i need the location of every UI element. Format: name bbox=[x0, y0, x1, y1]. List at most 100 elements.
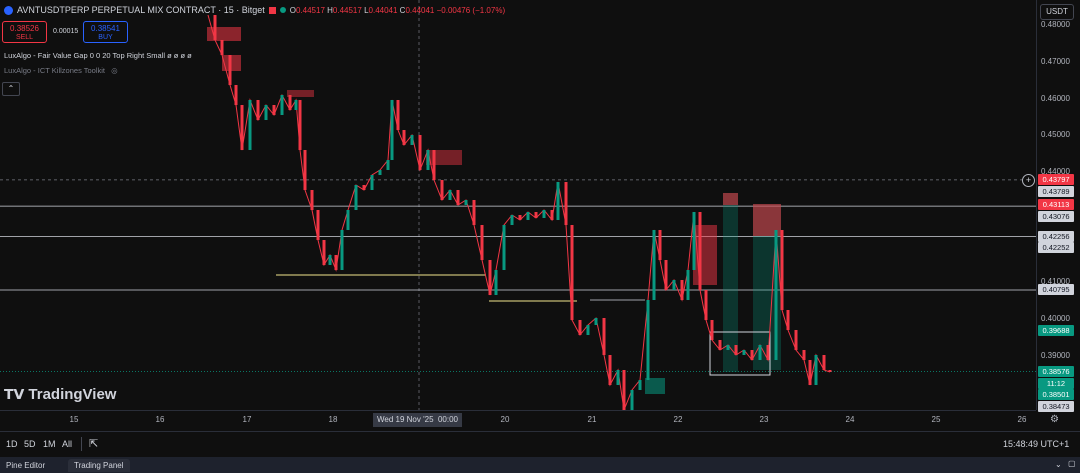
candle bbox=[828, 370, 832, 372]
maximize-icon[interactable]: ▢ bbox=[1068, 459, 1076, 468]
bottom-panel-tabs: Pine Editor Trading Panel ⌄ ▢ bbox=[0, 457, 1080, 473]
candle bbox=[658, 230, 662, 260]
fvg-zone bbox=[723, 193, 738, 205]
range-all[interactable]: All bbox=[62, 439, 73, 449]
candle bbox=[316, 210, 320, 240]
price-tag: 0.43113 bbox=[1038, 199, 1074, 211]
candle bbox=[526, 212, 530, 220]
candle bbox=[780, 230, 784, 310]
ohlc-values: O0.44517 H0.44517 L0.44041 C0.44041 −0.0… bbox=[289, 5, 506, 15]
consolidation-box bbox=[709, 331, 771, 376]
time-tick-label: 25 bbox=[931, 415, 941, 424]
price-series-line bbox=[207, 14, 831, 410]
candle bbox=[704, 290, 708, 320]
time-tick-label: 18 bbox=[328, 415, 338, 424]
price-tick-label: 0.46000 bbox=[1041, 93, 1070, 103]
price-tag: 0.43789 bbox=[1038, 185, 1074, 197]
candle bbox=[814, 355, 818, 385]
candle bbox=[672, 280, 676, 290]
fvg-zone bbox=[693, 225, 717, 285]
candle bbox=[518, 215, 522, 220]
candle bbox=[494, 270, 498, 295]
indicator-fvg[interactable]: LuxAlgo - Fair Value Gap 0 0 20 Top Righ… bbox=[4, 51, 192, 60]
candle bbox=[396, 100, 400, 130]
range-5d[interactable]: 5D bbox=[24, 439, 36, 449]
chevron-down-icon[interactable]: ⌄ bbox=[1055, 460, 1062, 469]
candle bbox=[362, 185, 366, 190]
candle bbox=[616, 370, 620, 385]
chevron-up-icon[interactable]: ⌃ bbox=[2, 82, 20, 96]
range-1d[interactable]: 1D bbox=[6, 439, 18, 449]
time-tick-label: 21 bbox=[587, 415, 597, 424]
candle bbox=[480, 225, 484, 260]
add-alert-icon[interactable]: + bbox=[1022, 174, 1035, 187]
price-tag: 0.38473 bbox=[1038, 400, 1074, 412]
candle bbox=[280, 95, 284, 115]
price-tag: 0.38501 bbox=[1038, 389, 1074, 401]
currency-button[interactable]: USDT bbox=[1040, 4, 1074, 20]
time-tick-label: 24 bbox=[845, 415, 855, 424]
candle bbox=[692, 212, 696, 270]
candle bbox=[680, 280, 684, 300]
candle bbox=[550, 210, 554, 220]
candle bbox=[328, 255, 332, 265]
candle bbox=[488, 260, 492, 295]
fvg-zone bbox=[723, 193, 738, 372]
candle bbox=[802, 350, 806, 360]
buy-price: 0.38541 bbox=[91, 24, 120, 33]
chart-canvas[interactable]: AVNTUSDTPERP PERPETUAL MIX CONTRACT · 15… bbox=[0, 0, 1036, 410]
watermark-text: TradingView bbox=[28, 386, 117, 403]
time-axis[interactable]: 15 16 17 18 20 21 22 23 24 25 26 Wed 19 Nov '25 00… bbox=[0, 410, 1059, 431]
candle bbox=[228, 55, 232, 85]
candle bbox=[310, 190, 314, 210]
symbol-title[interactable]: AVNTUSDTPERP PERPETUAL MIX CONTRACT · 15… bbox=[17, 5, 265, 15]
candle bbox=[698, 212, 702, 290]
price-tag: 0.40795 bbox=[1038, 284, 1074, 296]
candle bbox=[646, 300, 650, 380]
candle bbox=[288, 95, 292, 110]
candle bbox=[578, 320, 582, 335]
candle bbox=[794, 330, 798, 350]
candle bbox=[534, 212, 538, 218]
candle bbox=[370, 175, 374, 190]
price-tag: 0.38576 bbox=[1038, 366, 1074, 378]
candle bbox=[386, 160, 390, 170]
chart-legend: AVNTUSDTPERP PERPETUAL MIX CONTRACT · 15… bbox=[4, 5, 505, 15]
tradingview-logo-icon: 𝗧𝗩 bbox=[4, 386, 25, 402]
flag-icon[interactable] bbox=[268, 6, 276, 14]
price-tag: 11:12 bbox=[1038, 377, 1074, 389]
candle bbox=[322, 240, 326, 265]
price-tick-label: 0.41000 bbox=[1041, 277, 1070, 287]
candle bbox=[602, 318, 606, 355]
price-chart[interactable] bbox=[0, 0, 1036, 410]
settings-gear-icon[interactable]: ⚙ bbox=[1050, 414, 1059, 425]
candle bbox=[448, 190, 452, 200]
candle bbox=[418, 135, 422, 170]
price-tag: 0.42252 bbox=[1038, 242, 1074, 254]
candle bbox=[354, 185, 358, 210]
sell-button[interactable]: 0.38526 SELL bbox=[2, 21, 47, 43]
indicator-killzones[interactable]: LuxAlgo - ICT Killzones Toolkit ◎ bbox=[4, 66, 118, 75]
candle bbox=[456, 190, 460, 205]
candle bbox=[502, 225, 506, 270]
candle bbox=[758, 345, 762, 360]
time-tick-label: 26 bbox=[1017, 415, 1027, 424]
range-1m[interactable]: 1M bbox=[43, 439, 56, 449]
tab-trading-panel[interactable]: Trading Panel bbox=[68, 459, 130, 472]
candle bbox=[234, 85, 238, 105]
candle bbox=[298, 100, 302, 150]
time-tick-label: 20 bbox=[500, 415, 510, 424]
date-range-icon[interactable]: ⇱ bbox=[89, 438, 99, 450]
buy-button[interactable]: 0.38541 BUY bbox=[83, 21, 128, 43]
spread-value: 0.00015 bbox=[53, 28, 79, 35]
candle bbox=[564, 182, 568, 225]
candle bbox=[440, 180, 444, 200]
divider bbox=[81, 437, 82, 451]
candle bbox=[710, 320, 714, 340]
eye-icon[interactable]: ◎ bbox=[111, 66, 118, 75]
time-tick-label: 23 bbox=[759, 415, 769, 424]
tab-pine-editor[interactable]: Pine Editor bbox=[6, 461, 46, 470]
candle bbox=[750, 350, 754, 360]
clock-display[interactable]: 15:48:49 UTC+1 bbox=[1003, 439, 1070, 449]
indicator-killzones-label: LuxAlgo - ICT Killzones Toolkit bbox=[4, 66, 106, 75]
